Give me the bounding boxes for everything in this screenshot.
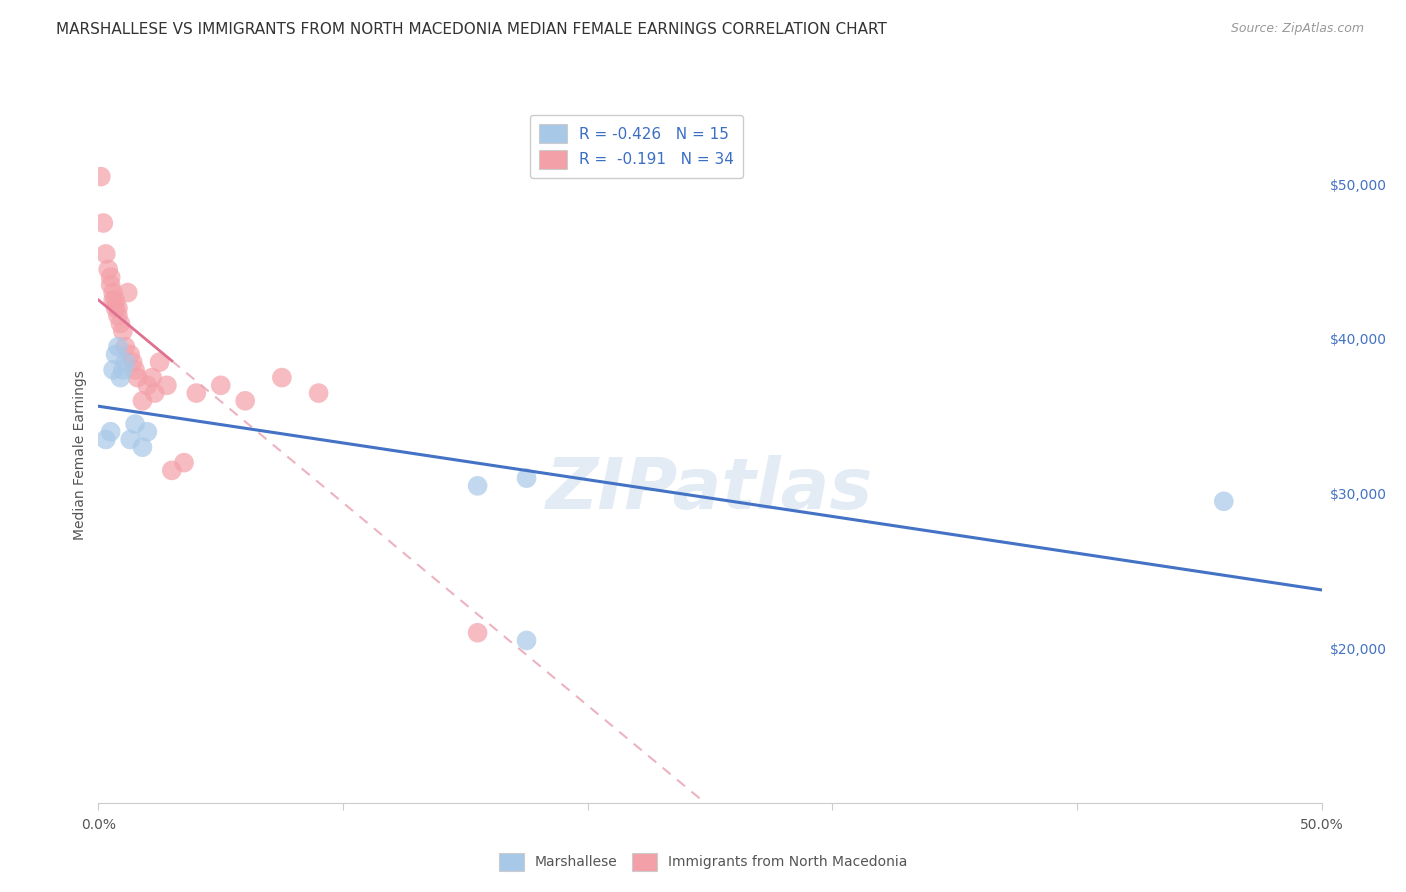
Point	[141, 370, 163, 384]
Point	[104, 293, 127, 308]
Point	[94, 247, 117, 261]
Text: Source: ZipAtlas.com: Source: ZipAtlas.com	[1230, 22, 1364, 36]
Point	[104, 347, 127, 361]
Point	[111, 363, 134, 377]
Point	[467, 625, 489, 640]
Point	[97, 262, 120, 277]
Point	[160, 463, 183, 477]
Point	[124, 417, 146, 431]
Point	[127, 370, 149, 384]
Point	[110, 317, 132, 331]
Y-axis label: Median Female Earnings: Median Female Earnings	[73, 370, 87, 540]
Point	[107, 340, 129, 354]
Point	[173, 456, 195, 470]
Point	[136, 378, 159, 392]
Point	[149, 355, 172, 369]
Point	[120, 347, 142, 361]
Point	[101, 285, 124, 300]
Point	[107, 309, 129, 323]
Point	[91, 216, 114, 230]
Point	[90, 169, 112, 184]
Point	[101, 363, 124, 377]
Point	[186, 386, 208, 401]
Text: ZIPatlas: ZIPatlas	[547, 455, 873, 524]
Point	[100, 425, 122, 439]
Point	[143, 386, 166, 401]
Point	[467, 479, 489, 493]
Point	[120, 433, 142, 447]
Point	[515, 633, 537, 648]
Text: MARSHALLESE VS IMMIGRANTS FROM NORTH MACEDONIA MEDIAN FEMALE EARNINGS CORRELATIO: MARSHALLESE VS IMMIGRANTS FROM NORTH MAC…	[56, 22, 887, 37]
Point	[111, 324, 134, 338]
Point	[131, 440, 153, 454]
Point	[107, 301, 129, 315]
Point	[233, 393, 256, 408]
Point	[110, 370, 132, 384]
Point	[121, 355, 143, 369]
Point	[209, 378, 232, 392]
Point	[156, 378, 179, 392]
Point	[94, 433, 117, 447]
Point	[136, 425, 159, 439]
Point	[114, 355, 136, 369]
Point	[114, 340, 136, 354]
Point	[100, 270, 122, 285]
Point	[101, 293, 124, 308]
Point	[100, 277, 122, 292]
Point	[131, 393, 153, 408]
Legend: Marshallese, Immigrants from North Macedonia: Marshallese, Immigrants from North Maced…	[494, 847, 912, 876]
Point	[1212, 494, 1234, 508]
Legend: R = -0.426   N = 15, R =  -0.191   N = 34: R = -0.426 N = 15, R = -0.191 N = 34	[530, 115, 744, 178]
Point	[124, 363, 146, 377]
Point	[117, 285, 139, 300]
Point	[270, 370, 294, 384]
Point	[515, 471, 537, 485]
Point	[308, 386, 330, 401]
Point	[104, 301, 127, 315]
